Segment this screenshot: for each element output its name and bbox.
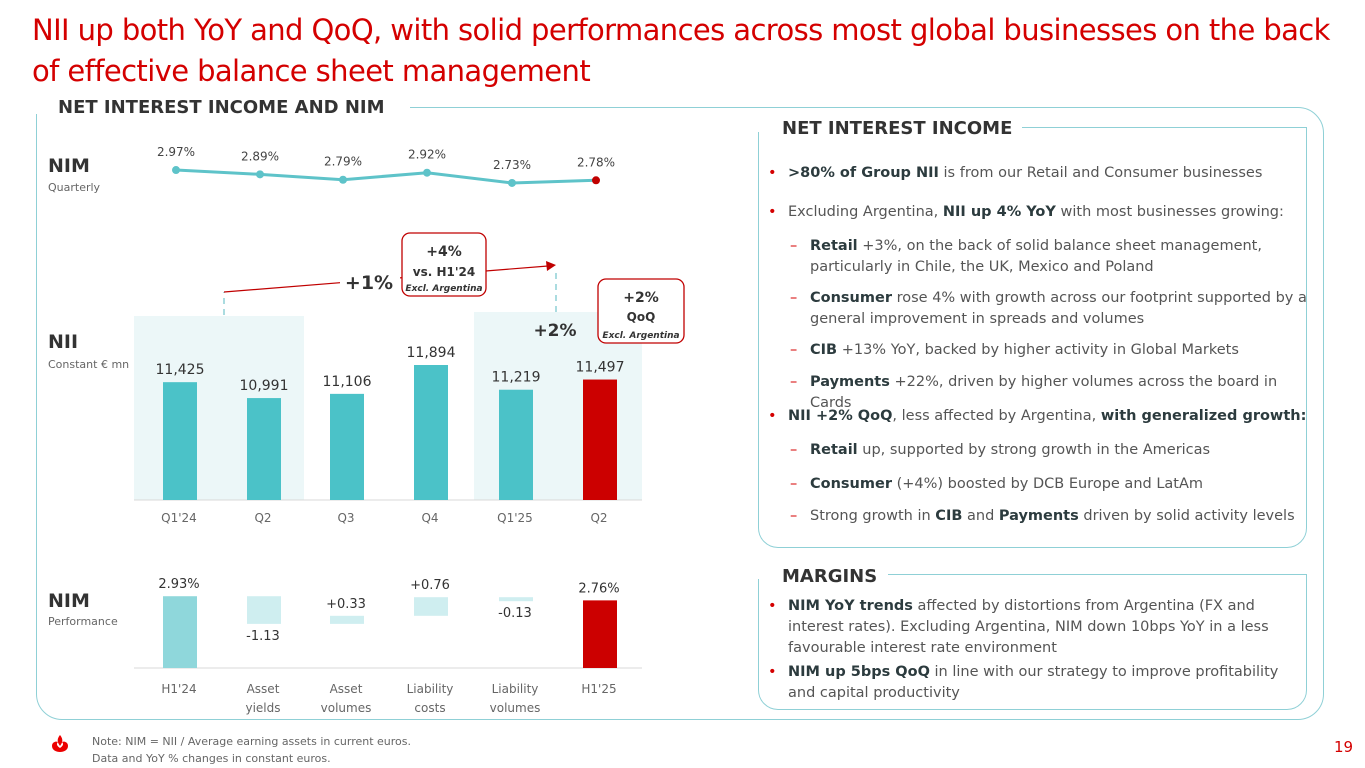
bullet-text: >80% of Group NII is from our Retail and…	[788, 165, 1263, 181]
bullet-item: – Retail up, supported by strong growth i…	[768, 440, 1308, 461]
bullet-marker: •	[768, 165, 777, 181]
bullet-text: Consumer rose 4% with growth across our …	[810, 290, 1307, 327]
bullet-item: • NIM YoY trends affected by distortions …	[768, 596, 1308, 659]
bullet-marker: •	[768, 598, 777, 614]
bullet-text: Strong growth in CIB and Payments driven…	[810, 508, 1295, 524]
dash-marker: –	[790, 476, 798, 492]
bullet-item: • >80% of Group NII is from our Retail an…	[768, 163, 1308, 184]
dash-marker: –	[790, 342, 798, 358]
footnote-line-1: Note: NIM = NII / Average earning assets…	[92, 735, 412, 748]
bullet-item: • NII +2% QoQ, less affected by Argentina…	[768, 406, 1308, 427]
footnote: Note: NIM = NII / Average earning assets…	[92, 733, 411, 767]
margins-panel	[758, 574, 1307, 710]
section-title-main: NET INTEREST INCOME AND NIM	[48, 97, 395, 119]
bullet-marker: •	[768, 664, 777, 680]
bullet-text: NIM YoY trends affected by distortions f…	[788, 598, 1269, 656]
dash-marker: –	[790, 290, 798, 306]
dash-marker: –	[790, 374, 798, 390]
bullet-marker: •	[768, 408, 777, 424]
bullet-marker: •	[768, 204, 777, 220]
bullet-text: Retail up, supported by strong growth in…	[810, 442, 1211, 458]
bullet-item: – Strong growth in CIB and Payments drive…	[768, 506, 1308, 527]
bullet-item: – Consumer (+4%) boosted by DCB Europe an…	[768, 474, 1308, 495]
bullet-text: Excluding Argentina, NII up 4% YoY with …	[788, 204, 1284, 220]
bullet-text: Retail +3%, on the back of solid balance…	[810, 238, 1262, 275]
dash-marker: –	[790, 442, 798, 458]
bullet-item: • Excluding Argentina, NII up 4% YoY with…	[768, 202, 1308, 223]
dash-marker: –	[790, 238, 798, 254]
bullet-item: • NIM up 5bps QoQ in line with our strate…	[768, 662, 1308, 704]
nii-panel	[758, 127, 1307, 548]
bullet-text: Payments +22%, driven by higher volumes …	[810, 374, 1278, 411]
bullet-item: – Consumer rose 4% with growth across our…	[768, 288, 1308, 330]
bullet-text: Consumer (+4%) boosted by DCB Europe and…	[810, 476, 1204, 492]
main-frame	[36, 107, 1324, 720]
bullet-text: CIB +13% YoY, backed by higher activity …	[810, 342, 1239, 358]
section-title-nii: NET INTEREST INCOME	[772, 118, 1023, 140]
bullet-item: – CIB +13% YoY, backed by higher activity…	[768, 340, 1308, 361]
section-title-margins: MARGINS	[772, 566, 888, 588]
bullet-text: NII +2% QoQ, less affected by Argentina,…	[788, 408, 1307, 424]
bullet-text: NIM up 5bps QoQ in line with our strateg…	[788, 664, 1279, 701]
santander-flame-icon	[52, 735, 68, 752]
page-number: 19	[1334, 738, 1354, 756]
page-title: NII up both YoY and QoQ, with solid perf…	[32, 13, 1330, 88]
footnote-line-2: Data and YoY % changes in constant euros…	[92, 752, 331, 765]
bullet-item: – Payments +22%, driven by higher volumes…	[768, 372, 1308, 414]
dash-marker: –	[790, 508, 798, 524]
bullet-item: – Retail +3%, on the back of solid balanc…	[768, 236, 1308, 278]
